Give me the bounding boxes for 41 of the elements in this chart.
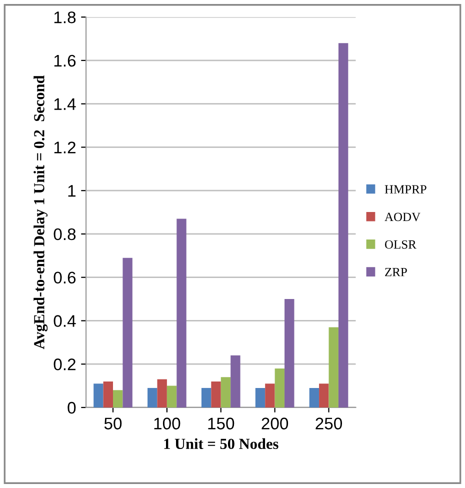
y-tick-label: 0.2 [54,358,76,370]
y-tick-label: 0 [68,402,76,414]
x-tick-label: 100 [154,418,180,430]
bar [148,388,158,408]
y-axis-title: AvgEnd-to-end Delay 1 Unit = 0.2 Second [34,75,48,350]
bar [255,388,266,408]
x-tick-label: 150 [208,418,234,430]
bar [230,355,240,408]
legend-label: ZRP [385,268,407,276]
bar [309,388,320,408]
bar [274,368,285,408]
y-tick-label: 0.4 [54,315,76,327]
bar [122,258,132,408]
x-axis-title: 1 Unit = 50 Nodes [164,438,278,450]
bar [265,384,275,408]
y-tick-label: 0.8 [54,228,76,240]
bar [328,327,338,408]
bar [103,381,113,408]
legend-label: OLSR [384,240,416,249]
y-tick-label: 1.4 [54,98,76,110]
y-tick-label: 0.6 [54,272,76,284]
y-tick-label: 1.2 [54,142,76,154]
bar [319,384,329,408]
bar [338,43,348,408]
bar [112,390,123,408]
x-tick-label: 200 [262,418,288,430]
legend-label: AODV [384,212,420,222]
bar [201,388,212,408]
bar [166,386,177,408]
bar [94,384,104,408]
y-tick-label: 1 [68,185,76,197]
bar [157,379,167,408]
bar [176,218,186,408]
y-tick-label: 1.8 [54,11,76,24]
bar [211,381,221,408]
bar [220,377,231,408]
x-tick-label: 50 [104,418,122,430]
x-tick-label: 250 [316,418,342,430]
bar [284,299,294,408]
legend-label: HMPRP [384,185,426,194]
y-tick-label: 1.6 [54,54,76,67]
